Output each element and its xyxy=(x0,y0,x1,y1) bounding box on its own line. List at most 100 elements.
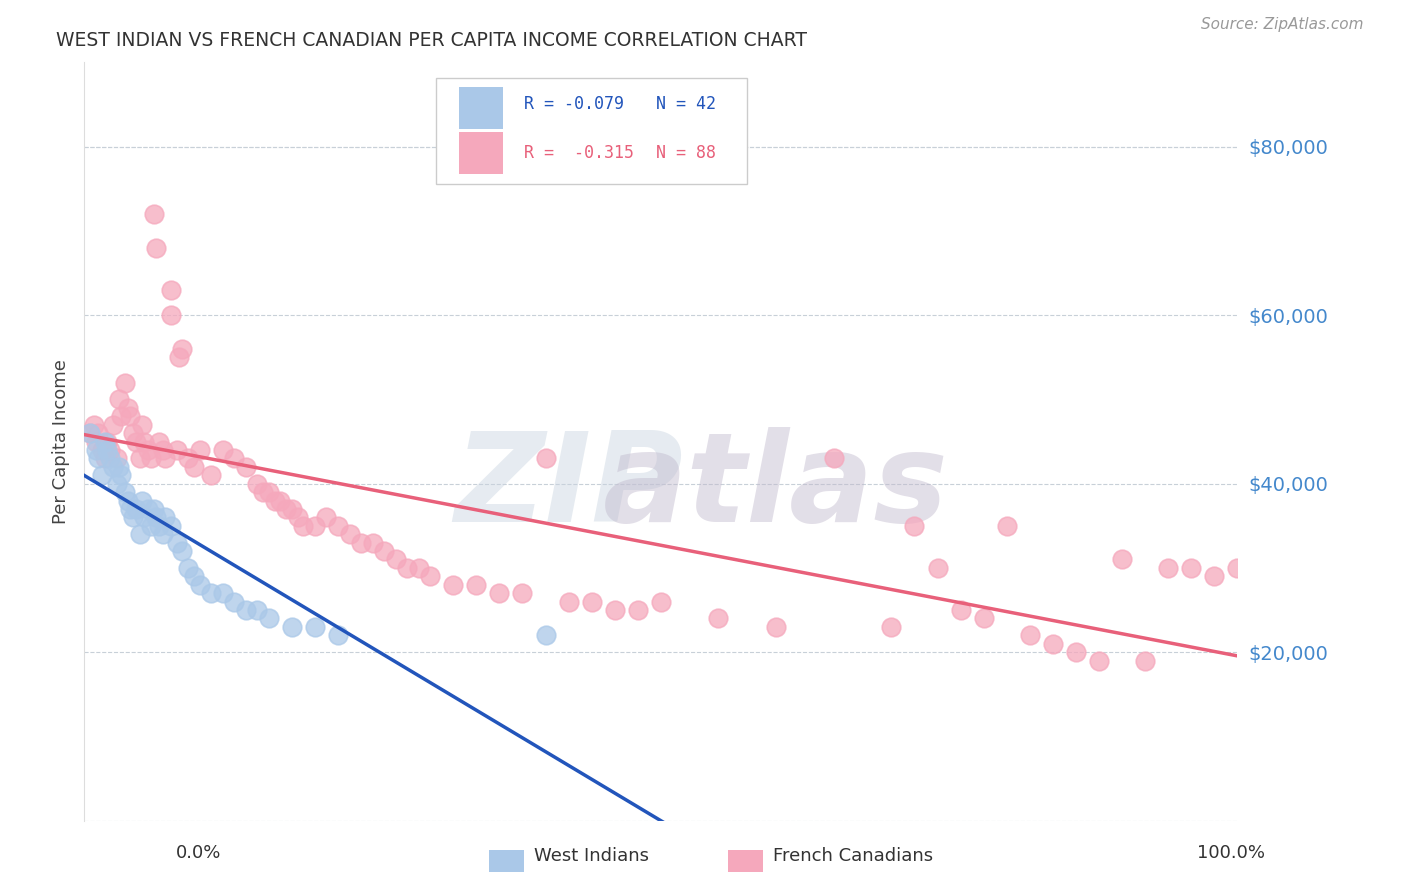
Point xyxy=(384,552,406,566)
Point xyxy=(326,518,349,533)
Text: N = 42: N = 42 xyxy=(657,95,716,113)
Point xyxy=(79,426,101,441)
Point xyxy=(235,603,257,617)
Point xyxy=(79,426,101,441)
Point xyxy=(373,544,395,558)
Bar xyxy=(460,87,503,128)
Point xyxy=(603,603,626,617)
Point xyxy=(94,434,117,449)
Point xyxy=(96,442,118,457)
Point xyxy=(87,451,110,466)
Point xyxy=(152,527,174,541)
Point xyxy=(276,502,298,516)
Point xyxy=(408,561,430,575)
Point xyxy=(110,468,132,483)
FancyBboxPatch shape xyxy=(436,78,748,184)
Point xyxy=(765,620,787,634)
Text: atlas: atlas xyxy=(603,426,949,548)
Point xyxy=(304,518,326,533)
Point xyxy=(211,442,233,457)
Point xyxy=(145,241,167,255)
Point xyxy=(326,628,349,642)
Point xyxy=(125,434,148,449)
Text: N = 88: N = 88 xyxy=(657,145,716,162)
Point xyxy=(167,351,190,365)
Text: 100.0%: 100.0% xyxy=(1198,844,1265,862)
Point xyxy=(557,594,579,608)
Point xyxy=(103,417,124,432)
Point xyxy=(105,476,128,491)
Point xyxy=(153,451,176,466)
Point xyxy=(257,611,280,625)
Point xyxy=(148,518,170,533)
Point xyxy=(1180,561,1202,575)
Point xyxy=(90,442,112,457)
Text: WEST INDIAN VS FRENCH CANADIAN PER CAPITA INCOME CORRELATION CHART: WEST INDIAN VS FRENCH CANADIAN PER CAPIT… xyxy=(56,31,807,50)
Point xyxy=(136,502,159,516)
Point xyxy=(246,476,269,491)
Point xyxy=(105,451,128,466)
Point xyxy=(114,376,136,390)
Point xyxy=(1204,569,1226,583)
Text: French Canadians: French Canadians xyxy=(773,847,934,864)
Point xyxy=(117,401,139,415)
Point xyxy=(1111,552,1133,566)
Point xyxy=(120,502,142,516)
Point xyxy=(117,493,139,508)
Point xyxy=(465,578,488,592)
Point xyxy=(83,417,105,432)
Point xyxy=(441,578,464,592)
Text: R =  -0.315: R = -0.315 xyxy=(523,145,634,162)
Point xyxy=(183,569,205,583)
Point xyxy=(949,603,972,617)
Point xyxy=(1226,561,1249,575)
Point xyxy=(183,459,205,474)
Point xyxy=(263,493,285,508)
Point xyxy=(90,468,112,483)
Point xyxy=(361,535,384,549)
Point xyxy=(650,594,672,608)
Point xyxy=(121,510,143,524)
Text: 0.0%: 0.0% xyxy=(176,844,221,862)
Point xyxy=(627,603,650,617)
Point xyxy=(160,283,183,297)
Point xyxy=(512,586,534,600)
Point xyxy=(246,603,269,617)
Point xyxy=(235,459,257,474)
Text: R = -0.079: R = -0.079 xyxy=(523,95,624,113)
Point xyxy=(281,502,304,516)
Point xyxy=(177,561,200,575)
Point xyxy=(114,485,136,500)
Point xyxy=(973,611,995,625)
Point xyxy=(108,392,131,407)
Point xyxy=(166,535,188,549)
Point xyxy=(419,569,441,583)
Point xyxy=(224,594,246,608)
Point xyxy=(172,342,194,356)
Point xyxy=(120,409,142,424)
Point xyxy=(98,442,121,457)
Point xyxy=(1064,645,1087,659)
Point xyxy=(269,493,291,508)
Point xyxy=(534,451,557,466)
Point xyxy=(128,451,150,466)
Text: ZIP: ZIP xyxy=(454,426,683,548)
Point xyxy=(110,409,132,424)
Point xyxy=(160,518,183,533)
Point xyxy=(488,586,510,600)
Point xyxy=(200,468,222,483)
Point xyxy=(200,586,222,600)
Point xyxy=(315,510,337,524)
Point xyxy=(142,207,165,221)
Point xyxy=(148,434,170,449)
Point xyxy=(108,459,131,474)
Point xyxy=(581,594,603,608)
Point xyxy=(995,518,1018,533)
Point xyxy=(125,502,148,516)
Point xyxy=(287,510,309,524)
Point xyxy=(152,442,174,457)
Point xyxy=(160,308,183,322)
Point xyxy=(188,442,211,457)
Point xyxy=(136,442,159,457)
Point xyxy=(142,502,165,516)
